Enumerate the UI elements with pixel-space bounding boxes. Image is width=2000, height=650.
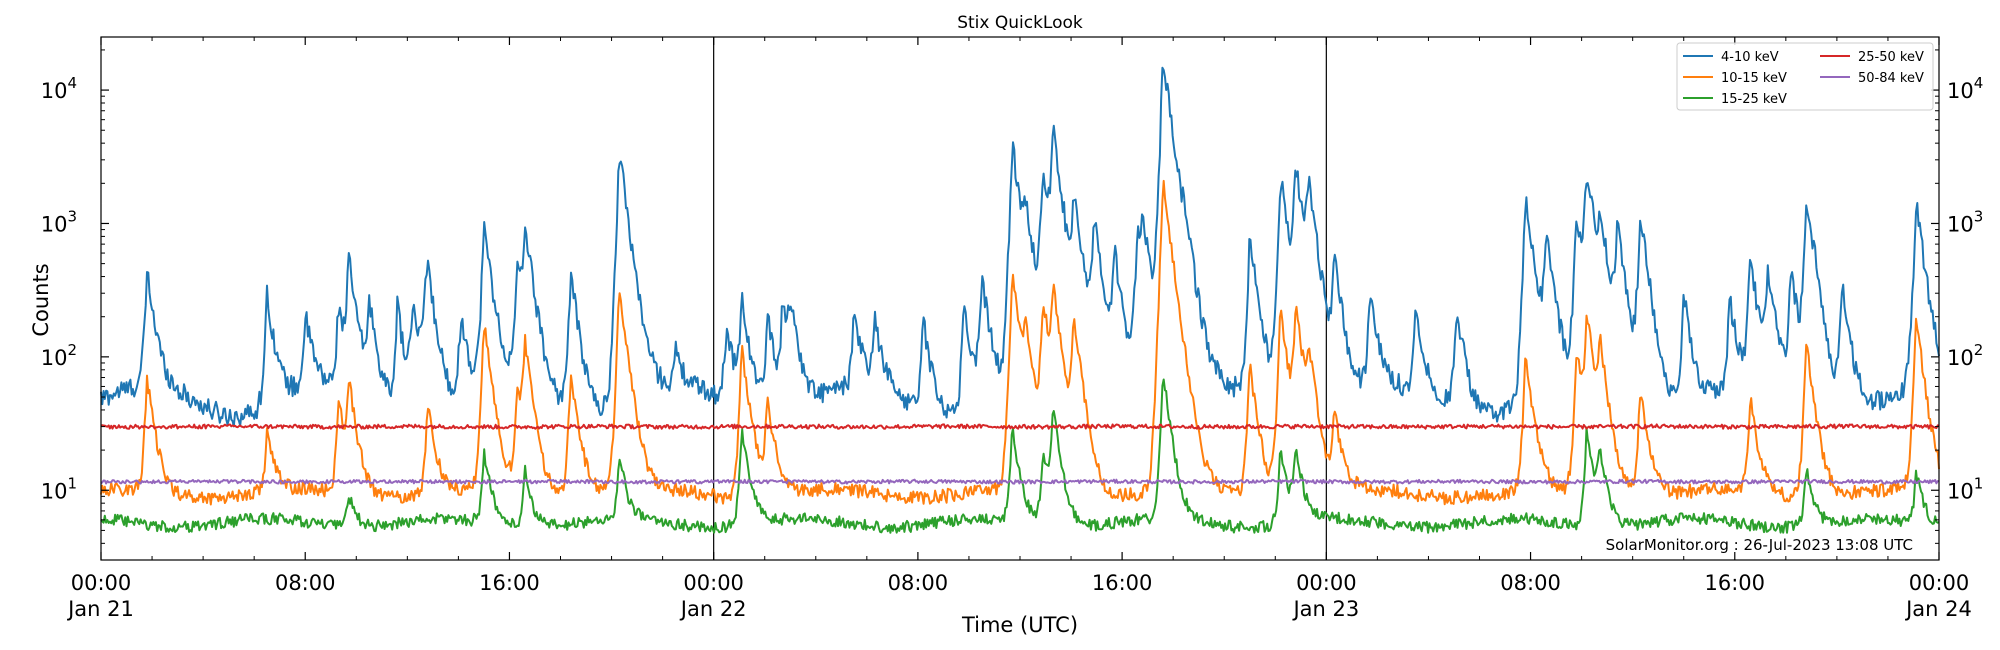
y-tick-label: 104 <box>1947 74 1983 103</box>
plot-area <box>100 37 1940 560</box>
series-line-15-25-kev <box>100 378 1940 534</box>
y-tick-label: 102 <box>41 341 77 370</box>
y-tick-label: 101 <box>41 474 77 503</box>
credit-text: SolarMonitor.org : 26-Jul-2023 13:08 UTC <box>1606 536 1913 554</box>
chart-title: Stix QuickLook <box>957 13 1083 33</box>
x-tick-label-date: Jan 24 <box>1904 597 1972 621</box>
series-line-10-15-kev <box>100 179 1940 506</box>
x-tick-label-date: Jan 23 <box>1291 597 1359 621</box>
series-line-50-84-kev <box>100 478 1939 485</box>
legend-label: 50-84 keV <box>1858 71 1924 86</box>
x-tick-label-time: 00:00 <box>683 571 744 595</box>
x-tick-label-time: 16:00 <box>1092 571 1153 595</box>
x-tick-label-time: 16:00 <box>479 571 540 595</box>
y-tick-label: 103 <box>41 207 77 236</box>
x-tick-label-time: 08:00 <box>1500 571 1561 595</box>
x-tick-label-time: 08:00 <box>275 571 336 595</box>
legend-label: 10-15 keV <box>1721 71 1787 86</box>
x-tick-label-time: 00:00 <box>71 571 132 595</box>
legend: 4-10 keV 10-15 keV 15-25 keV 25-50 keV 50-84… <box>1676 42 1934 111</box>
x-tick-label-time: 08:00 <box>888 571 949 595</box>
x-tick-label-time: 00:00 <box>1909 571 1970 595</box>
y-tick-label: 104 <box>41 74 77 103</box>
x-tick-label-date: Jan 22 <box>679 597 747 621</box>
y-axis-label: Counts <box>29 263 53 336</box>
y-tick-label: 101 <box>1947 474 1983 503</box>
x-tick-label-time: 16:00 <box>1705 571 1766 595</box>
legend-label: 15-25 keV <box>1721 92 1787 107</box>
y-tick-label: 103 <box>1947 207 1983 236</box>
y-tick-label: 102 <box>1947 341 1983 370</box>
series-line-25-50-kev <box>100 423 1940 430</box>
legend-label: 4-10 keV <box>1721 50 1779 65</box>
x-tick-label-time: 00:00 <box>1296 571 1357 595</box>
x-axis-label: Time (UTC) <box>961 613 1078 637</box>
x-tick-label-date: Jan 21 <box>66 597 134 621</box>
y-axis-ticks: 101 101 102 102 103 103 104 104 <box>41 49 1983 561</box>
series-line-4-10-kev <box>100 66 1940 428</box>
legend-label: 25-50 keV <box>1858 50 1924 65</box>
legend-box <box>1676 42 1934 111</box>
